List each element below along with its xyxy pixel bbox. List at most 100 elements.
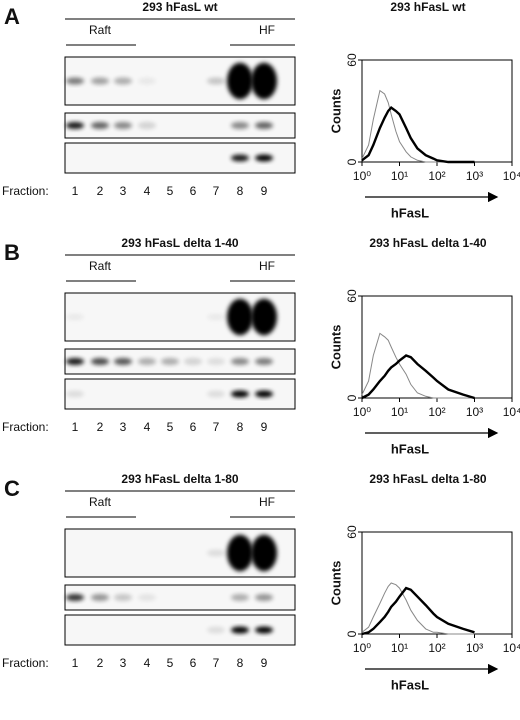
band [227,298,253,336]
band [114,358,132,365]
fraction-number: 2 [97,184,104,198]
band [66,313,84,321]
y-tick-label: 0 [345,630,359,637]
fraction-number: 6 [190,184,197,198]
y-tick-label: 60 [345,53,359,67]
fraction-number: 5 [167,184,174,198]
band [161,358,179,365]
blot-strip [64,142,296,174]
x-tick-label: 10⁴ [503,641,520,655]
band [255,626,273,634]
band [114,77,132,85]
panel-letter: B [4,240,20,265]
y-tick-label: 0 [345,394,359,401]
x-axis-label: hFasL [391,441,429,456]
histogram-line [361,332,475,399]
band [251,534,277,572]
band [207,77,225,85]
x-tick-label: 10² [428,169,445,183]
blot-strip [64,56,296,106]
blot-strip [64,614,296,646]
x-tick-label: 10³ [466,169,483,183]
fraction-number: 8 [237,420,244,434]
band [231,122,249,129]
fraction-number: 8 [237,656,244,670]
blot-title: 293 hFasL delta 1-80 [121,472,238,486]
y-axis-label: Counts [328,561,343,606]
band [66,358,84,365]
histogram-title: 293 hFasL wt [390,0,465,14]
y-tick-label: 0 [345,158,359,165]
fraction-number: 9 [261,420,268,434]
band [91,594,109,601]
band [138,77,156,85]
blot-strip [64,348,296,375]
fraction-number: 7 [213,656,220,670]
band [207,313,225,321]
hf-label: HF [259,23,275,37]
fraction-number: 8 [237,184,244,198]
band [251,298,277,336]
histogram-line [361,89,475,163]
blot-title: 293 hFasL wt [142,0,217,14]
blot-strip [64,378,296,410]
band [207,358,225,365]
band [227,62,253,100]
fraction-number: 7 [213,420,220,434]
band [227,534,253,572]
histogram-line [361,105,475,164]
fraction-label: Fraction: [2,184,49,198]
fraction-label: Fraction: [2,656,49,670]
x-tick-label: 10⁴ [503,169,520,183]
fraction-label: Fraction: [2,420,49,434]
fraction-number: 3 [120,656,127,670]
hf-label: HF [259,259,275,273]
band [66,77,84,85]
band [207,626,225,634]
fraction-number: 1 [72,656,79,670]
y-axis-label: Counts [328,89,343,134]
fraction-number: 5 [167,420,174,434]
hf-label: HF [259,495,275,509]
x-tick-label: 10³ [466,405,483,419]
histogram-line [361,586,475,636]
histogram-title: 293 hFasL delta 1-80 [369,472,486,486]
band [91,77,109,85]
y-tick-label: 60 [345,525,359,539]
x-tick-label: 10¹ [391,405,408,419]
fraction-number: 2 [97,420,104,434]
band [66,594,84,601]
plot-frame [361,295,513,399]
y-tick-label: 60 [345,289,359,303]
panel-letter: A [4,4,20,29]
fraction-number: 1 [72,420,79,434]
fraction-number: 2 [97,656,104,670]
band [255,390,273,398]
raft-label: Raft [89,23,112,37]
x-tick-label: 10⁴ [503,405,520,419]
x-tick-label: 10² [428,405,445,419]
x-tick-label: 10¹ [391,169,408,183]
band [231,358,249,365]
band [91,358,109,365]
band [91,122,109,129]
band [138,122,156,129]
band [207,549,225,557]
band [138,358,156,365]
x-tick-label: 10⁰ [353,169,371,183]
band [251,62,277,100]
band [231,390,249,398]
fraction-number: 7 [213,184,220,198]
raft-label: Raft [89,495,112,509]
fraction-number: 9 [261,184,268,198]
band [255,358,273,365]
band [66,122,84,129]
band [255,594,273,601]
panel-letter: C [4,476,20,501]
blot-strip [64,584,296,611]
band [207,390,225,398]
x-axis-label: hFasL [391,205,429,220]
band [255,154,273,162]
fraction-number: 3 [120,420,127,434]
